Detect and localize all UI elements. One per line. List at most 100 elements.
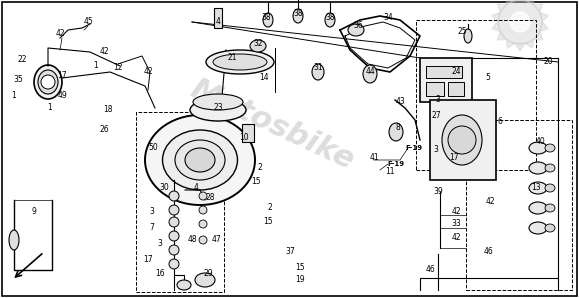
Text: 15: 15 xyxy=(263,218,273,226)
Text: 18: 18 xyxy=(103,105,113,114)
Circle shape xyxy=(199,192,207,200)
Text: 41: 41 xyxy=(369,153,379,162)
Bar xyxy=(242,124,254,142)
Ellipse shape xyxy=(185,148,215,172)
Circle shape xyxy=(41,75,55,89)
Text: 38: 38 xyxy=(261,13,271,23)
Ellipse shape xyxy=(529,222,547,234)
Ellipse shape xyxy=(195,273,215,287)
Text: 8: 8 xyxy=(395,123,400,133)
Text: 1: 1 xyxy=(47,103,52,113)
Text: 16: 16 xyxy=(155,269,165,279)
Text: 42: 42 xyxy=(55,30,65,38)
Ellipse shape xyxy=(34,65,62,99)
Text: 3: 3 xyxy=(434,145,438,154)
Text: 23: 23 xyxy=(213,103,223,113)
Circle shape xyxy=(169,231,179,241)
Text: 26: 26 xyxy=(99,125,109,134)
Polygon shape xyxy=(515,44,525,51)
Text: 37: 37 xyxy=(285,248,295,257)
Text: 28: 28 xyxy=(205,193,215,203)
Text: 6: 6 xyxy=(497,117,503,126)
Polygon shape xyxy=(540,22,548,32)
Text: 11: 11 xyxy=(385,167,395,176)
Ellipse shape xyxy=(545,184,555,192)
Bar xyxy=(416,20,536,170)
Text: 4: 4 xyxy=(193,184,199,193)
Text: 14: 14 xyxy=(259,74,269,83)
Text: 46: 46 xyxy=(425,266,435,274)
Ellipse shape xyxy=(293,9,303,23)
Polygon shape xyxy=(534,4,543,13)
Ellipse shape xyxy=(145,115,255,205)
Text: 9: 9 xyxy=(32,207,36,217)
Bar xyxy=(426,66,462,78)
Text: 1: 1 xyxy=(94,61,98,71)
Ellipse shape xyxy=(545,224,555,232)
Ellipse shape xyxy=(529,162,547,174)
Text: 27: 27 xyxy=(431,111,441,120)
Bar xyxy=(426,82,444,96)
Circle shape xyxy=(498,0,542,44)
Polygon shape xyxy=(515,0,525,1)
Text: 17: 17 xyxy=(449,153,459,162)
Text: 42: 42 xyxy=(143,68,153,77)
Text: 3: 3 xyxy=(157,240,163,249)
Text: 2: 2 xyxy=(258,164,262,173)
Text: 7: 7 xyxy=(149,224,155,232)
Polygon shape xyxy=(540,13,548,22)
Polygon shape xyxy=(492,22,500,32)
Text: 3: 3 xyxy=(149,207,155,217)
Text: 39: 39 xyxy=(433,187,443,196)
Polygon shape xyxy=(492,13,500,22)
Text: 21: 21 xyxy=(227,54,237,63)
Text: 47: 47 xyxy=(211,235,221,244)
Ellipse shape xyxy=(529,182,547,194)
Ellipse shape xyxy=(9,230,19,250)
Text: 44: 44 xyxy=(365,68,375,77)
Ellipse shape xyxy=(177,280,191,290)
Text: 42: 42 xyxy=(451,234,461,243)
Ellipse shape xyxy=(545,144,555,152)
Circle shape xyxy=(169,191,179,201)
Text: 17: 17 xyxy=(57,72,67,80)
Text: 50: 50 xyxy=(148,144,158,153)
Polygon shape xyxy=(525,0,534,5)
Text: 19: 19 xyxy=(295,275,305,285)
Text: 45: 45 xyxy=(83,18,93,27)
Ellipse shape xyxy=(312,64,324,80)
Circle shape xyxy=(448,126,476,154)
Ellipse shape xyxy=(442,115,482,165)
Text: 12: 12 xyxy=(113,63,123,72)
Ellipse shape xyxy=(213,54,267,70)
Text: 48: 48 xyxy=(187,235,197,244)
Text: 10: 10 xyxy=(239,134,249,142)
Text: 3: 3 xyxy=(435,95,441,105)
Circle shape xyxy=(199,206,207,214)
Polygon shape xyxy=(497,4,506,13)
Text: 29: 29 xyxy=(203,269,213,279)
Bar xyxy=(136,112,224,292)
Polygon shape xyxy=(497,32,506,40)
Circle shape xyxy=(169,259,179,269)
Bar xyxy=(420,58,472,102)
Text: 46: 46 xyxy=(483,248,493,257)
Ellipse shape xyxy=(38,70,58,94)
Text: 20: 20 xyxy=(543,58,553,66)
Ellipse shape xyxy=(363,65,377,83)
Bar xyxy=(214,8,222,28)
Circle shape xyxy=(169,205,179,215)
Text: 40: 40 xyxy=(535,137,545,147)
Ellipse shape xyxy=(206,50,274,74)
Text: 34: 34 xyxy=(383,13,393,23)
Text: F-19: F-19 xyxy=(405,145,423,151)
Bar xyxy=(466,120,572,290)
Text: 24: 24 xyxy=(451,68,461,77)
Text: 2: 2 xyxy=(267,204,272,212)
Circle shape xyxy=(169,217,179,227)
Ellipse shape xyxy=(389,123,403,141)
Text: 15: 15 xyxy=(295,263,305,272)
Ellipse shape xyxy=(175,140,225,180)
Text: 22: 22 xyxy=(17,55,27,64)
Text: 49: 49 xyxy=(57,91,67,100)
